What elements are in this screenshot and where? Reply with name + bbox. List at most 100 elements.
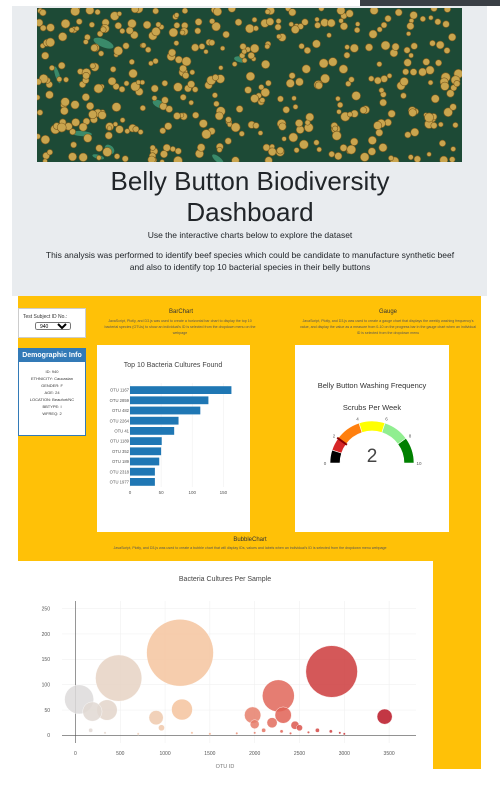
subject-id-dropdown[interactable]: 940 bbox=[35, 322, 71, 330]
coccus-cell bbox=[192, 111, 200, 119]
coccus-cell bbox=[347, 111, 353, 118]
coccus-cell bbox=[369, 8, 379, 15]
bar bbox=[130, 467, 155, 476]
coccus-cell bbox=[182, 71, 190, 80]
coccus-cell bbox=[260, 87, 270, 98]
coccus-cell bbox=[83, 133, 93, 143]
gauge-description: JavaScript, Plotly, and D3.js was used t… bbox=[300, 319, 477, 335]
demo-row-id: ID: 940 bbox=[45, 369, 59, 374]
coccus-cell bbox=[373, 121, 383, 130]
bubble-chart[interactable]: Bacteria Cultures Per Sample 0 50 100 150 200… bbox=[18, 561, 433, 770]
bubble-point bbox=[253, 731, 257, 735]
coccus-cell bbox=[60, 97, 70, 107]
coccus-cell bbox=[173, 22, 181, 29]
bar-y-tick-label: OTU 2318 bbox=[110, 469, 130, 474]
coccus-cell bbox=[227, 8, 236, 13]
bubble-point bbox=[88, 728, 93, 733]
coccus-cell bbox=[90, 44, 99, 52]
bubble-point bbox=[190, 731, 194, 735]
bubble-point bbox=[208, 732, 212, 736]
coccus-cell bbox=[49, 64, 55, 71]
coccus-cell bbox=[380, 21, 388, 29]
coccus-cell bbox=[179, 93, 187, 101]
coccus-cell bbox=[301, 18, 309, 26]
coccus-cell bbox=[452, 122, 459, 129]
bubble-x-tick-label: 500 bbox=[116, 751, 125, 757]
coccus-cell bbox=[85, 8, 95, 15]
coccus-cell bbox=[345, 9, 354, 18]
coccus-cell bbox=[404, 131, 412, 139]
coccus-cell bbox=[288, 21, 294, 27]
coccus-cell bbox=[155, 21, 162, 28]
gauge-tick-label: 4 bbox=[356, 416, 359, 421]
coccus-cell bbox=[295, 77, 304, 87]
coccus-cell bbox=[250, 94, 259, 103]
coccus-cell bbox=[168, 48, 177, 57]
coccus-cell bbox=[387, 109, 396, 118]
coccus-cell bbox=[410, 42, 418, 50]
coccus-cell bbox=[116, 11, 122, 17]
coccus-cell bbox=[173, 156, 183, 162]
coccus-cell bbox=[376, 61, 383, 68]
gauge-chart[interactable]: Belly Button Washing Frequency Scrubs Per… bbox=[295, 345, 449, 532]
bubble-point bbox=[261, 728, 266, 733]
bar-chart[interactable]: Top 10 Bacteria Cultures Found 0 50 100 150 O… bbox=[97, 345, 250, 532]
coccus-cell bbox=[70, 100, 80, 110]
coccus-cell bbox=[264, 43, 271, 50]
bar bbox=[130, 396, 209, 405]
coccus-cell bbox=[118, 86, 126, 93]
coccus-cell bbox=[443, 47, 451, 54]
coccus-cell bbox=[152, 8, 159, 15]
bubble-point bbox=[376, 708, 393, 725]
coccus-cell bbox=[123, 80, 130, 87]
coccus-cell bbox=[70, 141, 77, 149]
bubble-point bbox=[279, 729, 284, 734]
coccus-cell bbox=[241, 57, 248, 64]
bubble-point bbox=[82, 701, 103, 722]
coccus-cell bbox=[301, 64, 311, 74]
bubblechart-heading: BubbleChart bbox=[233, 537, 267, 543]
gauge-value-label: 2 bbox=[367, 446, 378, 467]
bubble-point bbox=[148, 710, 164, 726]
bubble-chart-title: Bacteria Cultures Per Sample bbox=[179, 576, 271, 583]
coccus-cell bbox=[132, 125, 140, 133]
coccus-cell bbox=[339, 144, 348, 152]
coccus-cell bbox=[56, 76, 63, 83]
coccus-cell bbox=[60, 19, 71, 29]
coccus-cell bbox=[122, 42, 130, 50]
coccus-cell bbox=[351, 91, 361, 101]
coccus-cell bbox=[435, 40, 445, 50]
bubble-point bbox=[289, 731, 292, 735]
coccus-cell bbox=[142, 20, 152, 30]
coccus-cell bbox=[245, 71, 256, 81]
coccus-cell bbox=[45, 90, 54, 100]
demographic-info-card: Demographic Info ID: 940 ETHNICITY: Cauc… bbox=[18, 348, 86, 436]
coccus-cell bbox=[213, 8, 223, 17]
coccus-cell bbox=[128, 58, 135, 65]
bubble-point bbox=[235, 731, 239, 735]
bubble-y-tick-label: 50 bbox=[44, 708, 50, 714]
bubble-point bbox=[329, 729, 333, 734]
coccus-cell bbox=[349, 43, 359, 53]
bar-y-tick-label: OTU 2859 bbox=[110, 398, 130, 403]
coccus-cell bbox=[152, 58, 159, 65]
coccus-cell bbox=[37, 133, 41, 140]
coccus-cell bbox=[282, 106, 290, 114]
bubble-x-tick-label: 3000 bbox=[339, 751, 350, 757]
coccus-cell bbox=[338, 18, 344, 24]
coccus-cell bbox=[281, 136, 287, 142]
bar-x-tick-label: 50 bbox=[159, 490, 165, 495]
coccus-cell bbox=[225, 116, 232, 123]
coccus-cell bbox=[288, 132, 299, 143]
coccus-cell bbox=[220, 45, 226, 51]
coccus-cell bbox=[230, 122, 241, 133]
coccus-cell bbox=[413, 155, 421, 162]
coccus-cell bbox=[258, 84, 265, 91]
coccus-cell bbox=[299, 139, 309, 150]
coccus-cell bbox=[367, 135, 377, 145]
coccus-cell bbox=[174, 12, 180, 18]
coccus-cell bbox=[304, 119, 311, 126]
coccus-cell bbox=[253, 25, 259, 32]
bubble-y-tick-label: 200 bbox=[42, 632, 51, 638]
coccus-cell bbox=[208, 39, 216, 46]
